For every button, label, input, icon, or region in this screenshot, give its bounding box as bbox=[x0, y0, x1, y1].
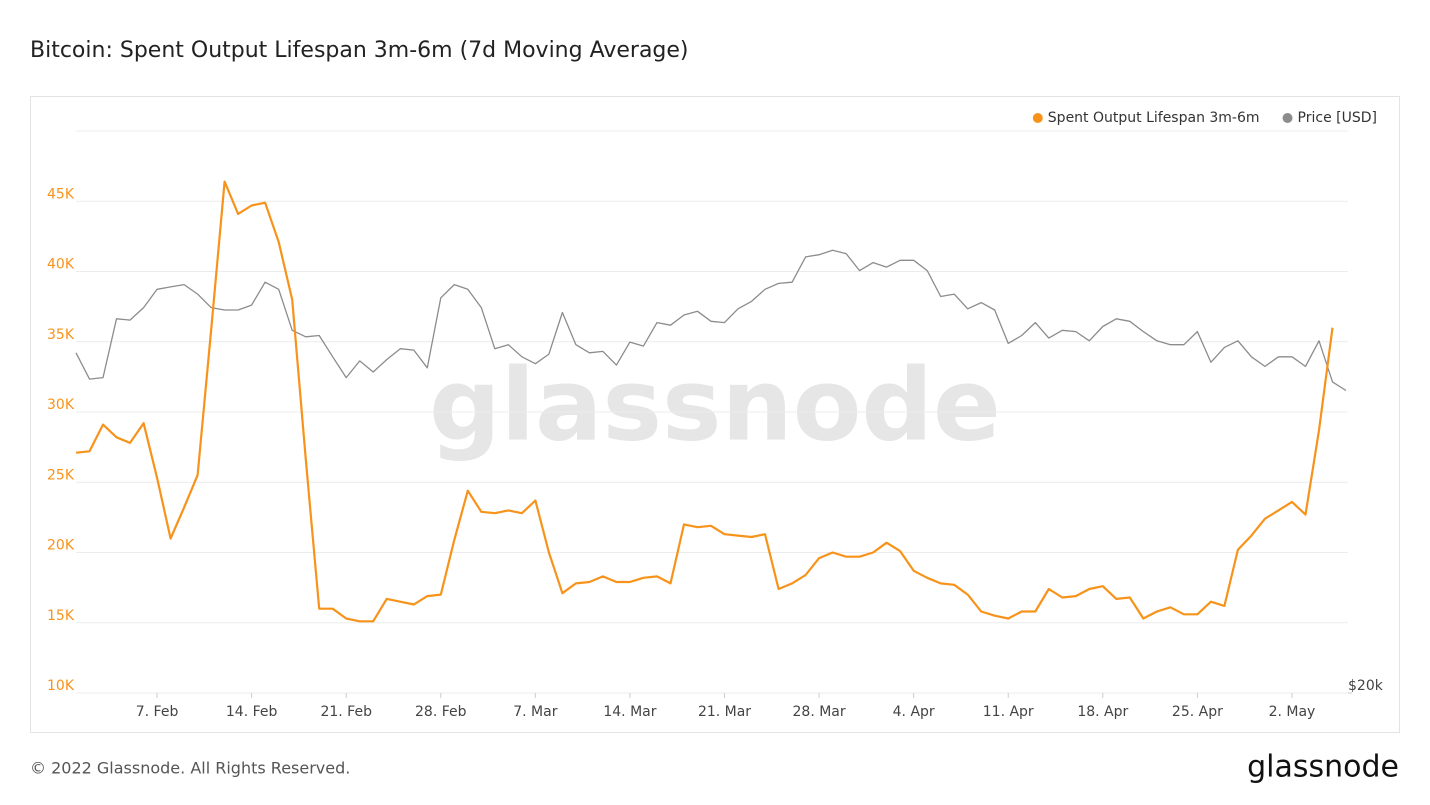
watermark: glassnode bbox=[429, 346, 1001, 463]
logo: glassnode bbox=[1247, 750, 1399, 785]
y2-tick-label: $20k bbox=[1348, 678, 1384, 694]
x-tick-label: 7. Feb bbox=[136, 704, 179, 720]
y-tick-label: 10K bbox=[47, 678, 75, 694]
x-tick-label: 2. May bbox=[1269, 704, 1316, 720]
x-tick-label: 18. Apr bbox=[1077, 704, 1128, 720]
x-tick-label: 21. Mar bbox=[698, 704, 751, 720]
x-tick-label: 11. Apr bbox=[983, 704, 1034, 720]
legend-marker bbox=[1282, 113, 1293, 123]
x-tick-label: 28. Feb bbox=[415, 704, 467, 720]
y-tick-label: 25K bbox=[47, 467, 75, 483]
y-tick-label: 20K bbox=[47, 538, 75, 554]
y-tick-label: 35K bbox=[47, 327, 75, 343]
x-tick-label: 21. Feb bbox=[320, 704, 372, 720]
y-tick-label: 40K bbox=[47, 257, 75, 273]
series-line bbox=[75, 249, 1347, 392]
legend-label: Price [USD] bbox=[1298, 110, 1377, 126]
footer: © 2022 Glassnode. All Rights Reserved. bbox=[30, 759, 350, 778]
y-tick-label: 45K bbox=[47, 186, 75, 202]
x-tick-label: 28. Mar bbox=[793, 704, 846, 720]
legend-label: Spent Output Lifespan 3m-6m bbox=[1048, 110, 1260, 126]
x-tick-label: 25. Apr bbox=[1172, 704, 1223, 720]
x-tick-label: 7. Mar bbox=[513, 704, 557, 720]
y-tick-label: 15K bbox=[47, 608, 75, 624]
x-tick-label: 14. Feb bbox=[226, 704, 278, 720]
chart-title: Bitcoin: Spent Output Lifespan 3m-6m (7d… bbox=[30, 38, 689, 63]
series-line bbox=[75, 180, 1334, 623]
x-tick-label: 14. Mar bbox=[603, 704, 656, 720]
legend-marker bbox=[1032, 113, 1043, 123]
x-tick-label: 4. Apr bbox=[893, 704, 935, 720]
y-tick-label: 30K bbox=[47, 397, 75, 413]
chart-frame bbox=[30, 96, 1400, 733]
